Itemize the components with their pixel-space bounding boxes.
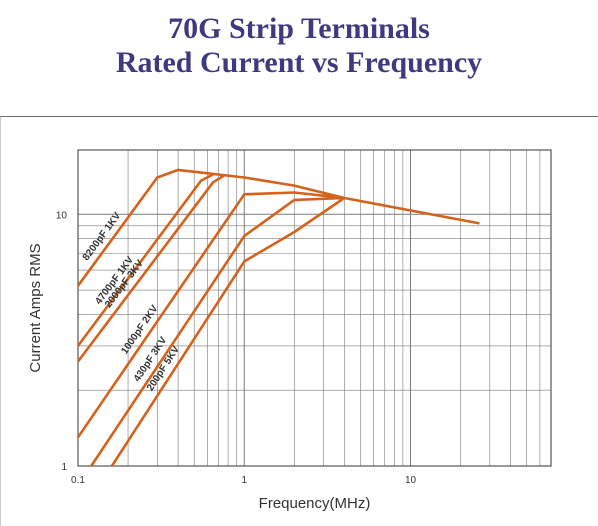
tick-labels: 0.1 1 10 1 10 bbox=[56, 210, 417, 486]
series-line bbox=[76, 173, 214, 347]
series-line bbox=[76, 191, 345, 439]
x-tick-label: 0.1 bbox=[71, 475, 85, 486]
series-line bbox=[110, 196, 346, 467]
y-axis-label: Current Amps RMS bbox=[27, 243, 44, 372]
series-line bbox=[76, 174, 225, 363]
x-tick-label: 1 bbox=[241, 475, 247, 486]
chart-title-line1: 70G Strip Terminals bbox=[168, 12, 430, 45]
y-tick-label: 10 bbox=[56, 210, 68, 221]
series-lines bbox=[76, 168, 480, 467]
x-axis-label: Frequency(MHz) bbox=[259, 495, 371, 512]
chart-title-line2: Rated Current vs Frequency bbox=[115, 46, 483, 79]
y-tick-label: 1 bbox=[61, 462, 67, 473]
chart-grid bbox=[78, 150, 551, 466]
chart-frame bbox=[0, 116, 598, 526]
x-tick-label: 10 bbox=[405, 475, 417, 486]
plot-area-border bbox=[77, 149, 552, 467]
series-line bbox=[90, 196, 345, 467]
